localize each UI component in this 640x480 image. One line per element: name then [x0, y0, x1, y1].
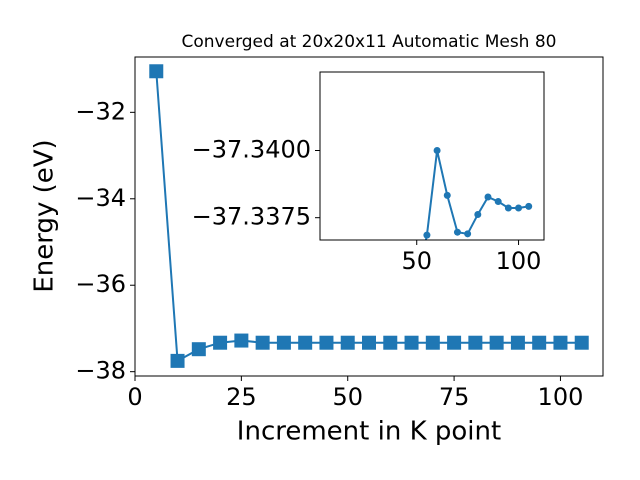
x-tick-label: 75: [439, 383, 470, 411]
marker: [532, 335, 547, 350]
plot-content: [149, 64, 589, 368]
chart-title: Converged at 20x20x11 Automatic Mesh 80: [182, 32, 557, 52]
x-tick-label: 0: [127, 383, 142, 411]
marker: [433, 146, 441, 154]
marker: [191, 342, 206, 357]
marker: [553, 335, 568, 350]
y-tick-label: −36: [75, 270, 126, 298]
y-tick-label: −37.3400: [192, 135, 311, 163]
x-tick-label: 100: [538, 383, 584, 411]
marker: [213, 335, 228, 350]
y-tick-label: −32: [75, 97, 126, 125]
x-tick-label: 25: [226, 383, 257, 411]
axes-frame: [319, 71, 545, 241]
y-tick-label: −34: [75, 184, 126, 212]
marker: [484, 193, 492, 201]
marker: [425, 335, 440, 350]
y-axis-label: Energy (eV): [30, 139, 60, 292]
marker: [255, 335, 270, 350]
marker: [453, 228, 461, 236]
plot-content: [423, 146, 533, 240]
marker: [494, 198, 502, 206]
marker: [234, 333, 249, 348]
marker: [443, 191, 451, 199]
y-tick-label: −37.3375: [192, 203, 311, 231]
marker: [276, 335, 291, 350]
marker: [504, 204, 512, 212]
marker: [489, 335, 504, 350]
marker: [525, 202, 533, 210]
marker: [149, 64, 164, 79]
marker: [340, 335, 355, 350]
x-axis-label: Increment in K point: [237, 417, 501, 447]
marker: [474, 210, 482, 218]
marker: [298, 335, 313, 350]
marker: [362, 335, 376, 350]
axes-frame: [134, 56, 604, 377]
marker: [423, 231, 431, 239]
marker: [383, 335, 398, 350]
marker: [404, 335, 419, 350]
marker: [319, 335, 334, 350]
x-tick-label: 50: [401, 247, 432, 275]
marker: [170, 353, 185, 368]
marker: [447, 335, 462, 350]
marker: [515, 204, 523, 212]
marker: [510, 335, 525, 350]
marker: [464, 230, 472, 238]
y-tick-label: −38: [75, 357, 126, 385]
marker: [468, 335, 483, 350]
marker: [574, 335, 589, 350]
x-tick-label: 50: [332, 383, 363, 411]
x-tick-label: 100: [496, 247, 542, 275]
plot-area: [320, 72, 544, 240]
